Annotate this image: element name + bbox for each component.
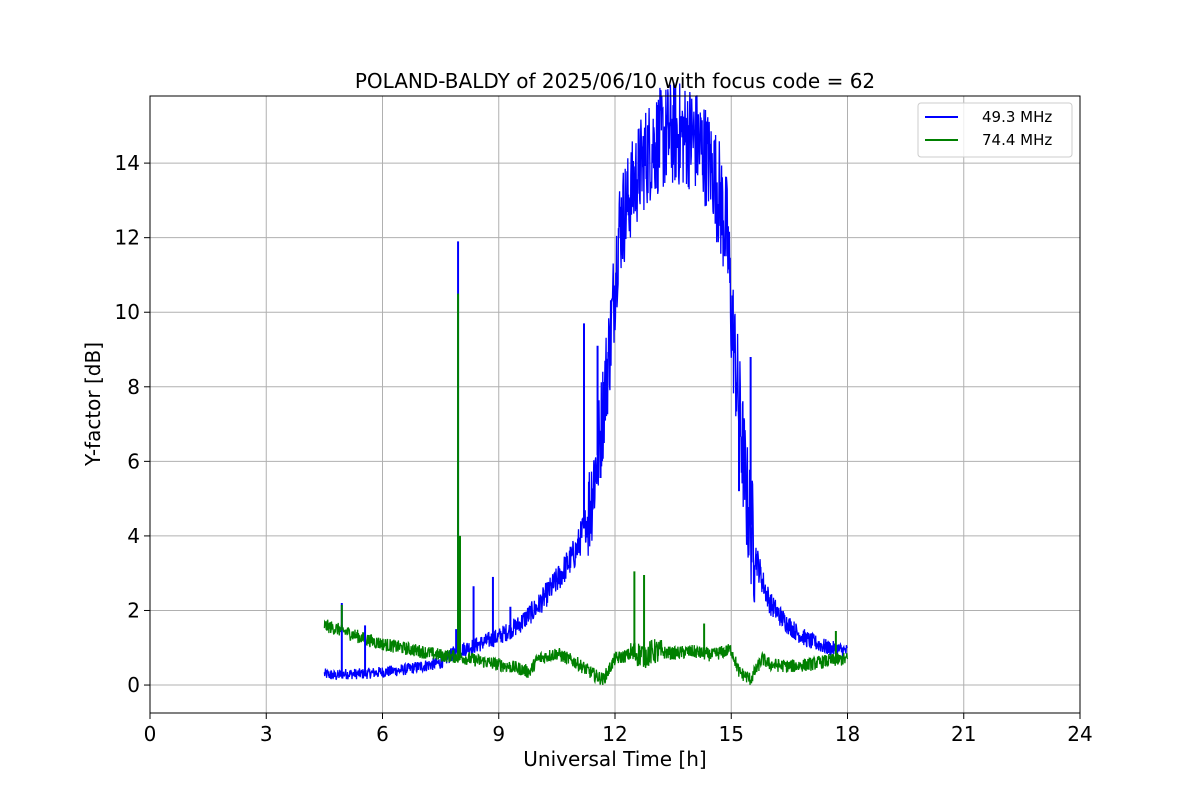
- x-tick-label: 6: [376, 722, 389, 746]
- x-tick-label: 9: [492, 722, 505, 746]
- y-tick-label: 8: [127, 375, 140, 399]
- series-line-0: [323, 82, 848, 681]
- y-tick-label: 14: [115, 151, 140, 175]
- y-tick-label: 2: [127, 598, 140, 622]
- y-tick-label: 10: [115, 300, 140, 324]
- y-axis-label: Y-factor [dB]: [81, 342, 105, 467]
- x-tick-label: 12: [602, 722, 627, 746]
- legend-label-0: 49.3 MHz: [982, 108, 1052, 126]
- legend-label-1: 74.4 MHz: [982, 131, 1052, 149]
- chart-title: POLAND-BALDY of 2025/06/10 with focus co…: [355, 69, 875, 93]
- legend: 49.3 MHz 74.4 MHz: [917, 102, 1073, 158]
- x-tick-label: 24: [1067, 722, 1092, 746]
- x-tick-label: 15: [719, 722, 744, 746]
- x-tick-label: 0: [144, 722, 157, 746]
- x-tick-label: 3: [260, 722, 273, 746]
- series-layer: [323, 82, 849, 686]
- y-tick-label: 0: [127, 673, 140, 697]
- y-tick-label: 6: [127, 449, 140, 473]
- y-tick-label: 4: [127, 524, 140, 548]
- x-tick-label: 18: [835, 722, 860, 746]
- x-axis-label: Universal Time [h]: [523, 747, 706, 771]
- x-tick-label: 21: [951, 722, 976, 746]
- series-line-1: [323, 619, 849, 686]
- y-tick-label: 12: [115, 226, 140, 250]
- grid: [149, 96, 1081, 713]
